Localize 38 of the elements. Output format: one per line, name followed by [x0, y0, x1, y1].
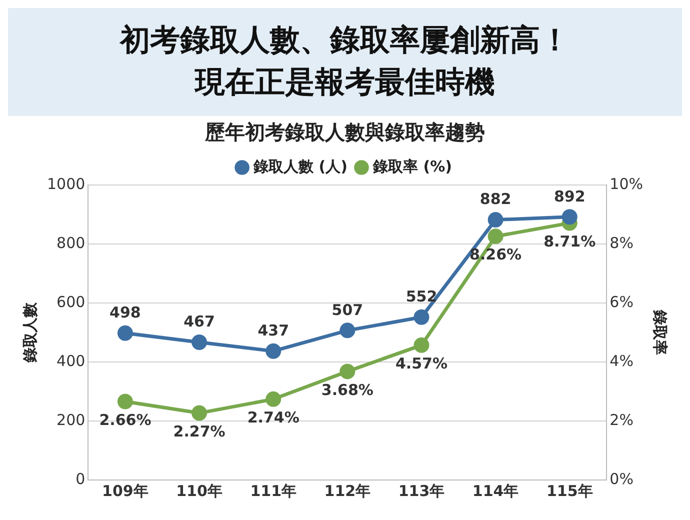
y-tick-label: 600 — [56, 292, 86, 311]
y-tick-label: 400 — [56, 352, 86, 370]
chart-subtitle: 歷年初考錄取人數與錄取率趨勢 — [204, 120, 485, 144]
data-label: 8.71% — [544, 232, 596, 250]
x-tick-label: 109年 — [102, 482, 148, 500]
data-label: 2.74% — [247, 408, 300, 427]
y-tick-label: 800 — [56, 234, 86, 252]
y2-tick-label: 6% — [610, 292, 634, 311]
y2-tick-label: 10% — [610, 174, 644, 193]
chart-title: 初考錄取人數、錄取率屢創新高！現在正是報考最佳時機 — [118, 22, 571, 102]
data-label: 467 — [184, 312, 215, 331]
x-tick-label: 113年 — [398, 482, 445, 500]
y-axis-title: 錄取人數 — [20, 302, 39, 364]
data-label: 4.57% — [395, 354, 448, 373]
y-tick-label: 200 — [56, 410, 86, 429]
x-tick-label: 114年 — [472, 482, 519, 500]
data-label: 498 — [110, 303, 141, 322]
data-label: 2.27% — [173, 422, 226, 440]
y2-tick-label: 4% — [610, 352, 634, 370]
x-tick-label: 111年 — [250, 482, 297, 500]
y2-tick-label: 2% — [610, 410, 634, 429]
x-tick-label: 115年 — [546, 482, 593, 500]
data-label: 892 — [554, 187, 586, 206]
data-label: 882 — [480, 190, 512, 208]
y-tick-label: 1000 — [46, 174, 86, 193]
y2-axis-title: 錄取率 — [651, 309, 670, 355]
y2-tick-label: 8% — [610, 234, 634, 252]
x-tick-label: 112年 — [324, 482, 371, 500]
data-label: 507 — [332, 300, 364, 319]
data-label: 2.66% — [99, 410, 152, 429]
data-label: 552 — [406, 288, 438, 306]
y-tick-label: 0 — [76, 470, 86, 488]
legend-label: 錄取人數 (人) — [252, 157, 348, 176]
legend-label: 錄取率 (%) — [372, 157, 452, 176]
x-tick-label: 110年 — [176, 482, 222, 500]
data-label: 3.68% — [321, 380, 374, 399]
data-label: 437 — [258, 321, 290, 340]
y2-tick-label: 0% — [610, 470, 634, 488]
